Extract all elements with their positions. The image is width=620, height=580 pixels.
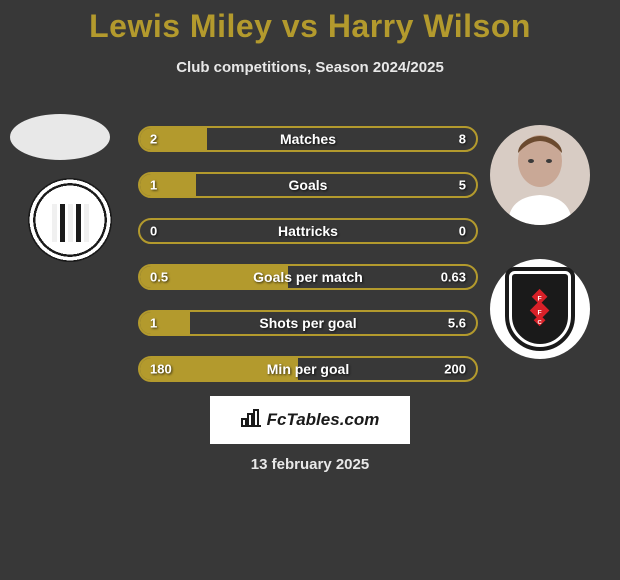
stat-row: 00Hattricks — [138, 218, 478, 244]
stat-label: Shots per goal — [140, 315, 476, 331]
fulham-shield-icon: F F C — [509, 271, 571, 347]
stat-label: Min per goal — [140, 361, 476, 377]
stat-label: Goals per match — [140, 269, 476, 285]
player-right-photo — [490, 125, 590, 225]
stat-label: Hattricks — [140, 223, 476, 239]
chart-icon — [241, 409, 261, 432]
comparison-chart: 28Matches 15Goals 00Hattricks 0.50.63Goals … — [138, 126, 478, 402]
stat-row: 15Goals — [138, 172, 478, 198]
club-right-badge: F F C — [490, 259, 590, 359]
svg-text:F: F — [538, 295, 542, 302]
stat-label: Goals — [140, 177, 476, 193]
stat-row: 28Matches — [138, 126, 478, 152]
fctables-label: FcTables.com — [267, 410, 380, 430]
club-left-badge — [28, 178, 112, 262]
page-title: Lewis Miley vs Harry Wilson — [0, 0, 620, 45]
player-left-photo — [10, 114, 110, 160]
stat-row: 180200Min per goal — [138, 356, 478, 382]
date-label: 13 february 2025 — [0, 456, 620, 473]
fctables-watermark: FcTables.com — [210, 396, 410, 444]
stat-label: Matches — [140, 131, 476, 147]
stat-row: 15.6Shots per goal — [138, 310, 478, 336]
svg-text:F: F — [538, 309, 542, 316]
player-silhouette-icon — [490, 125, 590, 225]
newcastle-stripes-icon — [48, 198, 92, 242]
stat-row: 0.50.63Goals per match — [138, 264, 478, 290]
subtitle: Club competitions, Season 2024/2025 — [0, 59, 620, 76]
